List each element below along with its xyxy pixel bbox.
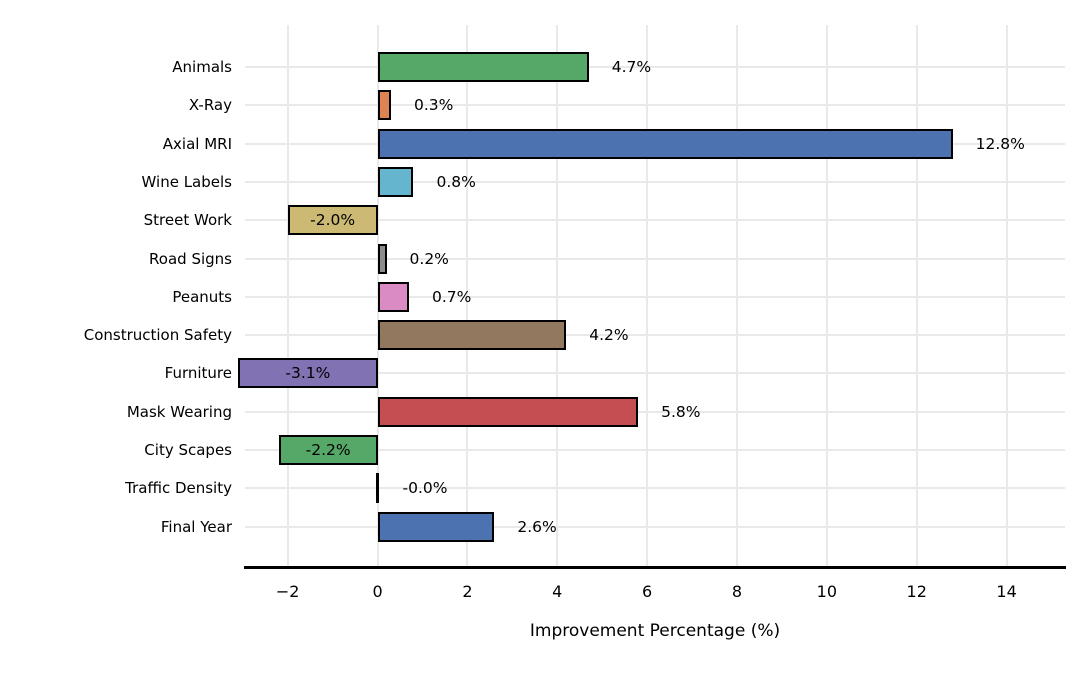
- category-label: Road Signs: [149, 249, 232, 268]
- bar-street-work: [287, 205, 378, 236]
- value-label: 0.7%: [432, 287, 472, 306]
- gridline-horizontal: [245, 487, 1065, 490]
- x-axis-line: [244, 566, 1066, 569]
- category-label: Street Work: [143, 211, 232, 230]
- gridline-horizontal: [245, 334, 1065, 337]
- gridline-horizontal: [245, 180, 1065, 183]
- bar-wine-labels: [377, 166, 414, 197]
- category-label: City Scapes: [144, 441, 232, 459]
- x-tick-label: 0: [372, 582, 383, 601]
- category-label: Axial MRI: [162, 134, 232, 153]
- value-label: 0.8%: [436, 172, 476, 191]
- gridline-horizontal: [245, 449, 1065, 451]
- gridline-horizontal: [245, 525, 1065, 528]
- value-label: 0.3%: [414, 96, 454, 115]
- bar-furniture: [238, 358, 378, 389]
- gridline-horizontal: [245, 66, 1065, 68]
- bar-construction-safety: [377, 320, 567, 351]
- value-label: 5.8%: [661, 402, 701, 421]
- value-label: -3.1%: [285, 364, 331, 383]
- gridline-horizontal: [245, 104, 1065, 107]
- bar-city-scapes: [278, 435, 378, 465]
- x-tick-label: 12: [906, 582, 927, 601]
- value-label: -2.0%: [310, 211, 356, 230]
- gridline-horizontal: [245, 372, 1065, 375]
- bar-road-signs: [377, 243, 387, 274]
- bar-x-ray: [377, 90, 392, 121]
- x-axis-title: Improvement Percentage (%): [529, 621, 781, 641]
- bar-peanuts: [377, 281, 409, 312]
- x-tick-label: 2: [462, 582, 473, 601]
- value-label: 4.7%: [611, 58, 652, 76]
- gridline-horizontal: [245, 410, 1065, 413]
- x-tick-label: 6: [642, 582, 653, 601]
- category-label: Peanuts: [172, 287, 232, 306]
- bar-final-year: [377, 511, 495, 542]
- bar-traffic-density: [375, 473, 380, 504]
- value-label: 0.2%: [409, 249, 449, 268]
- x-tick-label: 8: [731, 582, 743, 601]
- value-label: 2.6%: [517, 517, 557, 536]
- category-label: Traffic Density: [125, 479, 232, 498]
- x-tick-label: 4: [552, 582, 563, 601]
- gridline-horizontal: [245, 295, 1065, 298]
- category-label: Construction Safety: [83, 326, 232, 345]
- value-label: 4.2%: [589, 326, 629, 345]
- category-label: Animals: [172, 58, 232, 76]
- x-tick-label: −2: [275, 582, 300, 601]
- bar-animals: [377, 52, 589, 82]
- gridline-horizontal: [245, 219, 1065, 222]
- value-label: -0.0%: [402, 479, 448, 498]
- category-label: X-Ray: [188, 96, 232, 115]
- bar-axial-mri: [377, 128, 953, 159]
- category-label: Wine Labels: [141, 172, 232, 191]
- x-tick-label: 10: [816, 582, 838, 601]
- category-label: Final Year: [160, 517, 232, 536]
- category-label: Mask Wearing: [126, 402, 232, 421]
- category-label: Furniture: [164, 364, 232, 383]
- value-label: -2.2%: [305, 441, 351, 459]
- bar-mask-wearing: [377, 396, 639, 427]
- value-label: 12.8%: [975, 134, 1025, 153]
- gridline-horizontal: [245, 257, 1065, 260]
- x-tick-label: 14: [996, 582, 1017, 601]
